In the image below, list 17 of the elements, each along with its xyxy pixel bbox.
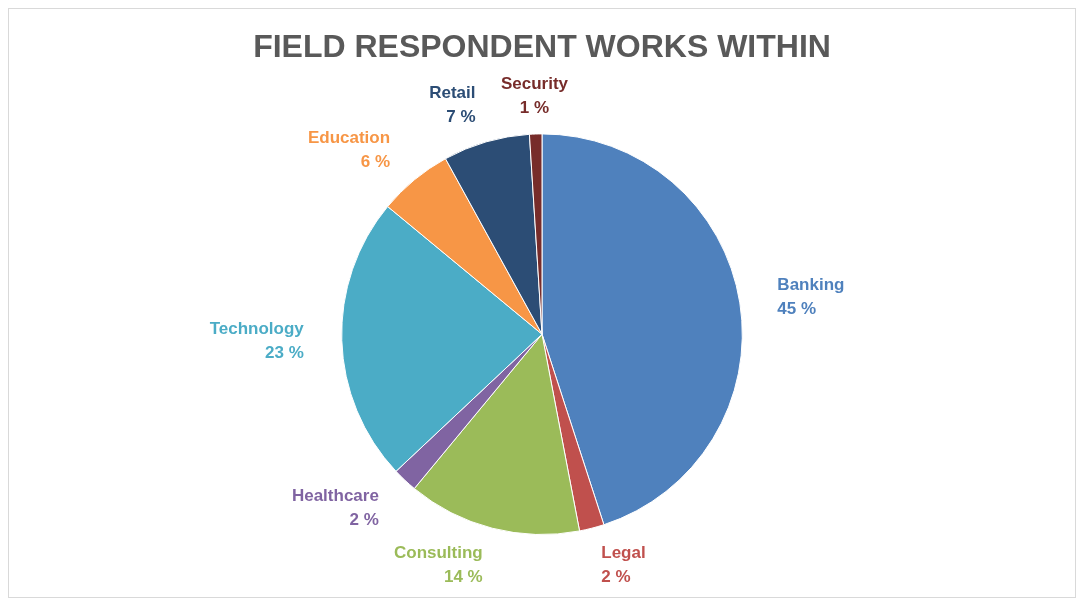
data-label: 1 % bbox=[519, 97, 550, 117]
slice-label: Banking bbox=[777, 274, 845, 294]
chart-title: FIELD RESPONDENT WORKS WITHIN bbox=[253, 28, 831, 65]
slice-label: Consulting bbox=[393, 542, 483, 562]
slice-label: Healthcare bbox=[291, 485, 379, 505]
slice-label: Technology bbox=[209, 319, 305, 339]
data-label: 6 % bbox=[360, 152, 391, 172]
data-label: 23 % bbox=[265, 343, 304, 363]
slice-label: Education bbox=[307, 128, 391, 148]
data-label: 45 % bbox=[777, 298, 817, 318]
slice-label: Retail bbox=[429, 83, 476, 103]
data-label: 2 % bbox=[349, 509, 379, 529]
slice-label: Legal bbox=[601, 542, 646, 562]
slice-label: Security bbox=[500, 73, 569, 93]
data-label: 7 % bbox=[446, 107, 476, 127]
data-label: 2 % bbox=[601, 566, 631, 586]
data-label: 14 % bbox=[443, 566, 483, 586]
